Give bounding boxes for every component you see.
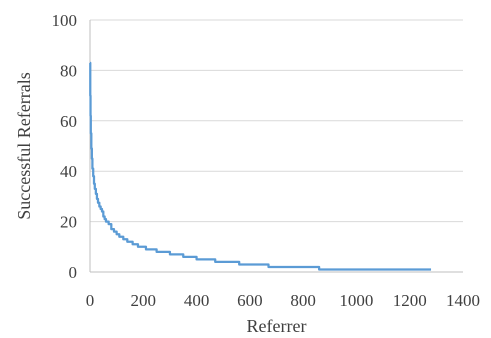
axes	[89, 20, 463, 273]
series-group	[89, 61, 432, 271]
x-tick-label-800: 800	[290, 291, 316, 310]
x-tick-labels: 0 200 400 600 800 1000 1200 1400	[86, 291, 480, 310]
y-axis-title: Successful Referrals	[14, 72, 34, 219]
x-tick-label-0: 0	[86, 291, 95, 310]
x-tick-label-1400: 1400	[446, 291, 480, 310]
gridlines	[90, 19, 463, 223]
y-tick-label-60: 60	[60, 112, 77, 131]
x-tick-label-600: 600	[237, 291, 263, 310]
y-tick-labels: 0 20 40 60 80 100	[52, 11, 78, 282]
y-tick-label-20: 20	[60, 213, 77, 232]
y-tick-label-40: 40	[60, 162, 77, 181]
series-line-0	[89, 61, 432, 271]
x-tick-label-400: 400	[184, 291, 210, 310]
y-tick-label-0: 0	[69, 263, 78, 282]
x-tick-label-1200: 1200	[393, 291, 427, 310]
x-tick-label-200: 200	[131, 291, 157, 310]
y-tick-label-100: 100	[52, 11, 78, 30]
x-tick-label-1000: 1000	[339, 291, 373, 310]
x-axis-title: Referrer	[247, 316, 307, 336]
y-tick-label-80: 80	[60, 61, 77, 80]
